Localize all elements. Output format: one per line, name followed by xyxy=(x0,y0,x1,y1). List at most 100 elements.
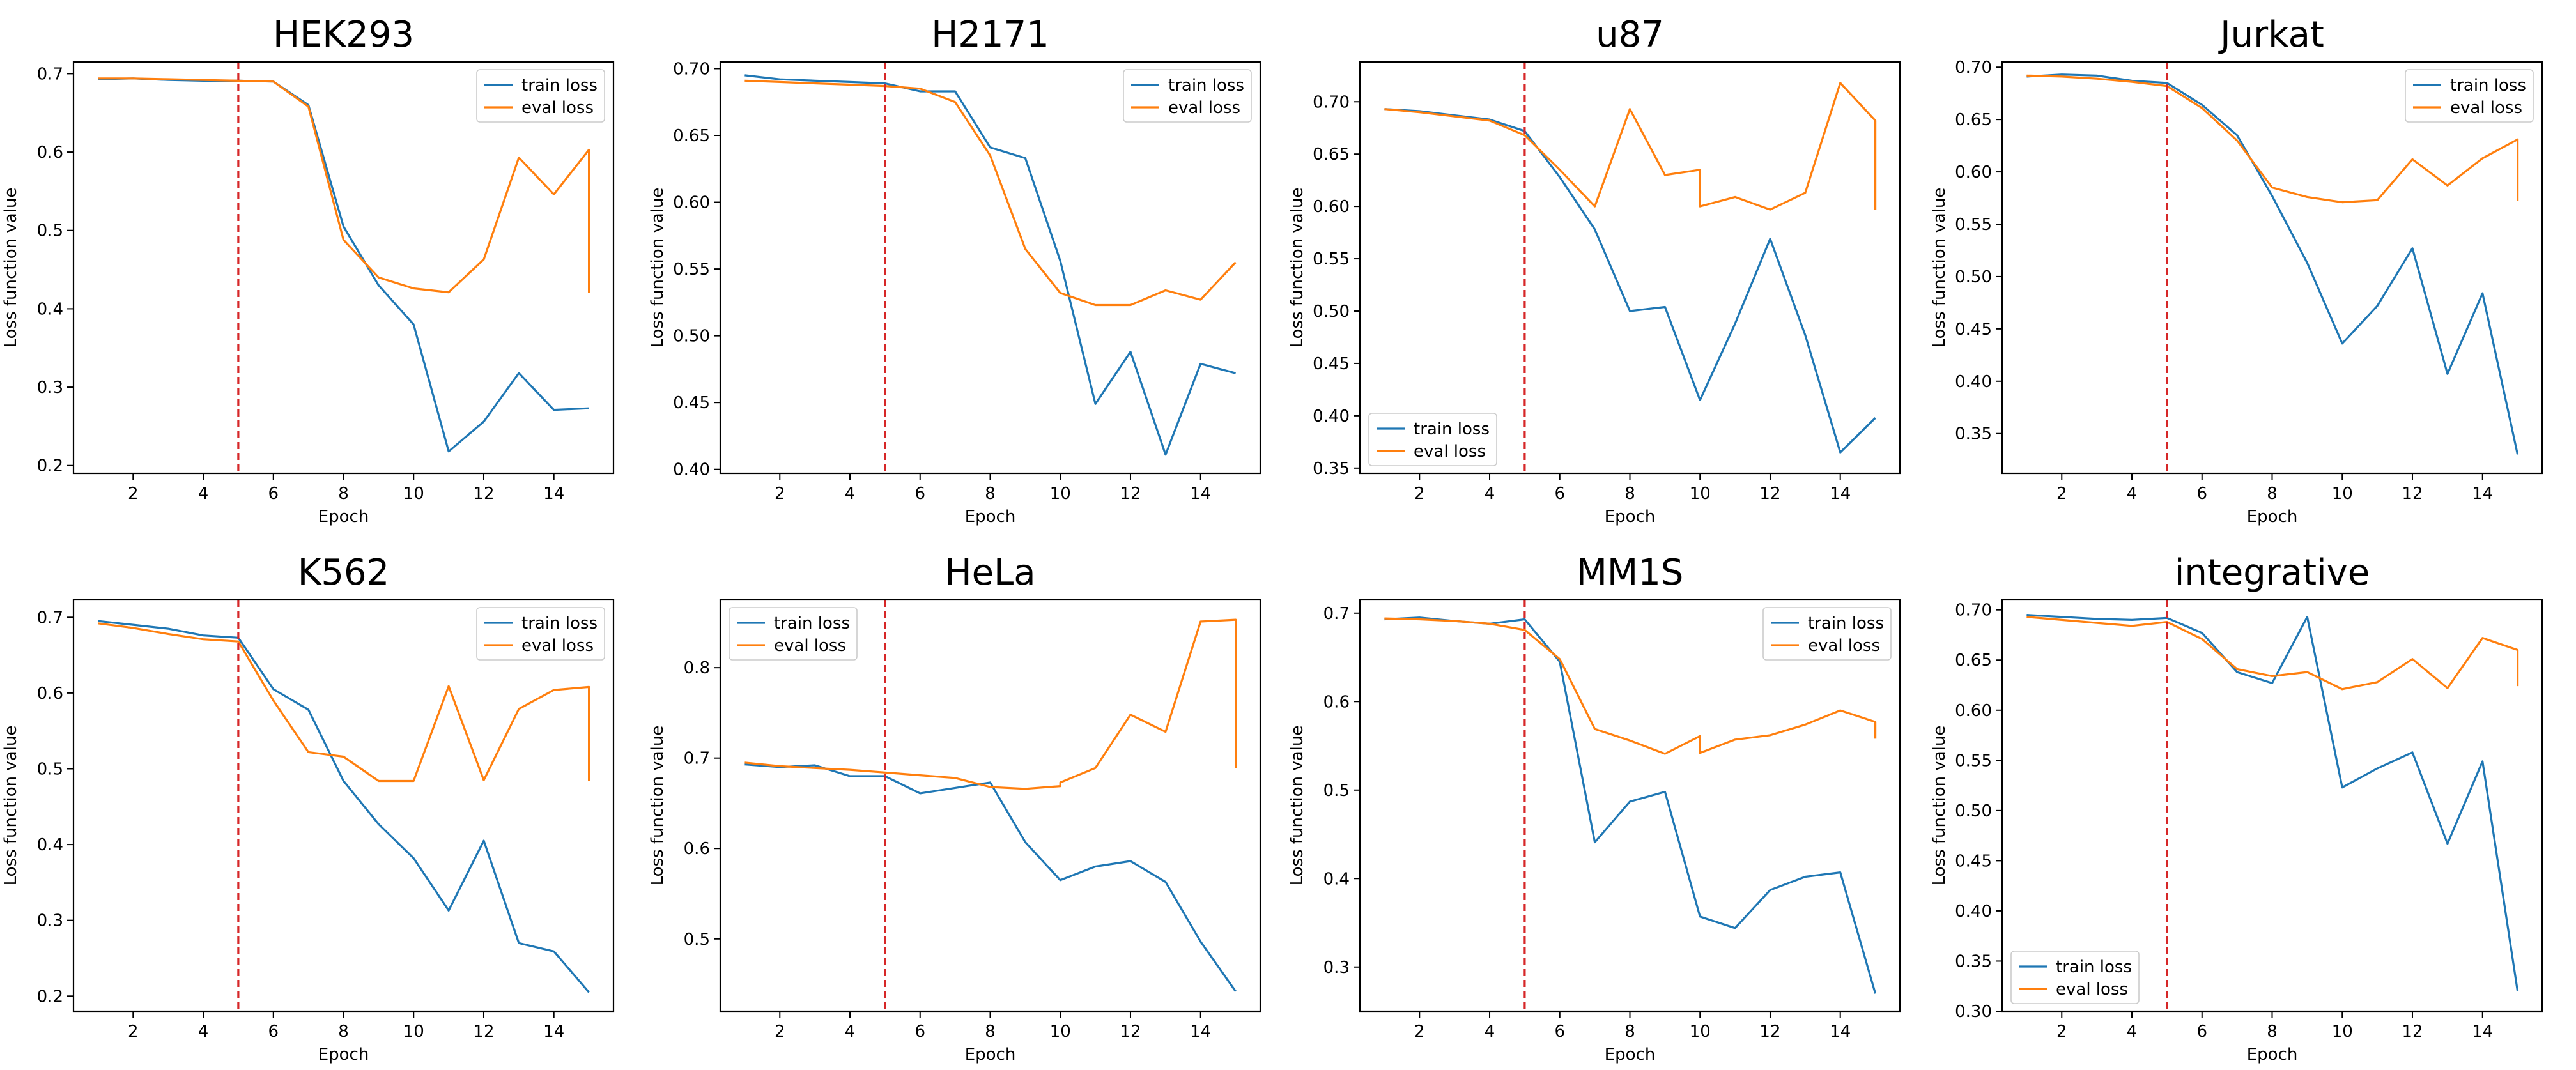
y-tick-label: 0.55 xyxy=(673,260,710,279)
train-loss-line xyxy=(1384,616,1877,994)
legend: train loss eval loss xyxy=(476,69,605,123)
train-loss-line xyxy=(744,74,1237,456)
eval-loss-line xyxy=(98,622,590,783)
x-tick-label: 4 xyxy=(198,484,209,503)
x-tick-label: 8 xyxy=(985,1022,996,1041)
x-tick-label: 14 xyxy=(1190,1022,1211,1041)
x-axis-label: Epoch xyxy=(965,507,1016,526)
x-axis-label: Epoch xyxy=(2247,507,2298,526)
y-tick-label: 0.4 xyxy=(1323,869,1350,889)
legend-train-label: train loss xyxy=(2056,958,2132,977)
x-tick-label: 6 xyxy=(2196,1022,2207,1041)
y-tick-label: 0.65 xyxy=(1313,145,1350,164)
y-tick-label: 0.3 xyxy=(1323,958,1350,977)
legend-box xyxy=(1762,607,1892,661)
x-axis-label: Epoch xyxy=(318,1045,369,1064)
y-tick-label: 0.50 xyxy=(673,327,710,346)
legend: train loss eval loss xyxy=(1368,413,1497,466)
subplot-k562: K562 2 4 6 8 10 12 14 0.2 0.3 0.4 0.5 0.6 0.7 Epoch Los… xyxy=(1,552,615,1064)
legend-train-label: train loss xyxy=(1808,614,1884,633)
x-tick-label: 14 xyxy=(1830,484,1851,503)
y-tick-label: 0.70 xyxy=(1955,601,1992,620)
y-tick-label: 0.4 xyxy=(37,300,63,319)
legend-eval-label: eval loss xyxy=(2056,980,2128,999)
y-tick-label: 0.60 xyxy=(1313,197,1350,217)
subplot-title: Jurkat xyxy=(2218,14,2324,56)
y-tick-label: 0.7 xyxy=(37,608,63,627)
y-tick-label: 0.65 xyxy=(673,126,710,146)
x-tick-label: 8 xyxy=(338,484,349,503)
eval-loss-line xyxy=(1384,82,1877,211)
legend: train loss eval loss xyxy=(729,607,858,661)
x-tick-label: 14 xyxy=(543,1022,564,1041)
y-tick-label: 0.50 xyxy=(1955,268,1992,287)
x-tick-label: 12 xyxy=(1120,1022,1141,1041)
subplot-title: HeLa xyxy=(945,552,1035,593)
x-tick-label: 2 xyxy=(2056,1022,2067,1041)
x-tick-label: 10 xyxy=(403,1022,424,1041)
eval-loss-line xyxy=(744,79,1237,307)
legend-eval-label: eval loss xyxy=(521,636,594,655)
y-tick-label: 0.55 xyxy=(1955,751,1992,770)
legend-eval-label: eval loss xyxy=(774,636,846,655)
subplot-title: HEK293 xyxy=(273,14,414,56)
eval-loss-line xyxy=(98,77,590,294)
train-loss-line xyxy=(1384,108,1876,454)
x-tick-label: 6 xyxy=(268,1022,279,1041)
y-axis-label: Loss function value xyxy=(648,726,667,886)
legend-train-label: train loss xyxy=(1414,420,1490,439)
plot-frame xyxy=(1359,599,1901,1013)
subplot-title: H2171 xyxy=(931,14,1049,56)
x-tick-label: 14 xyxy=(2472,1022,2493,1041)
legend-train-label: train loss xyxy=(521,614,598,633)
train-loss-line xyxy=(2026,614,2519,991)
legend-box xyxy=(2010,951,2140,1004)
legend-box xyxy=(476,607,605,661)
y-tick-label: 0.40 xyxy=(1313,407,1350,426)
y-tick-label: 0.5 xyxy=(37,760,63,779)
x-tick-label: 2 xyxy=(128,484,139,503)
legend: train loss eval loss xyxy=(1762,607,1892,661)
x-tick-label: 2 xyxy=(775,1022,785,1041)
y-tick-label: 0.5 xyxy=(37,222,63,241)
subplot-hela: HeLa 2 4 6 8 10 12 14 0.5 0.6 0.7 0.8 Epoch Loss func… xyxy=(648,552,1261,1064)
x-tick-label: 12 xyxy=(2402,484,2423,503)
y-tick-label: 0.45 xyxy=(673,394,710,413)
eval-loss-line xyxy=(744,618,1237,790)
x-tick-label: 6 xyxy=(1554,484,1565,503)
subplot-title: integrative xyxy=(2175,552,2370,593)
y-tick-label: 0.35 xyxy=(1955,425,1992,444)
y-tick-label: 0.4 xyxy=(37,836,63,855)
plot-frame xyxy=(719,61,1261,475)
legend-eval-label: eval loss xyxy=(2450,98,2522,118)
x-tick-label: 6 xyxy=(1554,1022,1565,1041)
legend-eval-label: eval loss xyxy=(1168,98,1240,118)
y-tick-label: 0.60 xyxy=(673,194,710,213)
y-axis-label: Loss function value xyxy=(1,188,20,348)
plot-frame xyxy=(1359,61,1901,475)
x-axis-label: Epoch xyxy=(1605,1045,1656,1064)
x-tick-label: 2 xyxy=(1414,484,1425,503)
legend-box xyxy=(1123,69,1252,123)
subplot-title: u87 xyxy=(1596,14,1664,56)
y-tick-label: 0.65 xyxy=(1955,651,1992,670)
subplot-h2171: H2171 2 4 6 8 10 12 14 0.40 0.45 0.50 0.55 0.60 0.65 0… xyxy=(648,14,1261,526)
x-tick-label: 6 xyxy=(2196,484,2207,503)
y-tick-label: 0.70 xyxy=(1955,58,1992,77)
y-tick-label: 0.35 xyxy=(1955,952,1992,971)
y-axis-label: Loss function value xyxy=(1,726,20,886)
x-axis-label: Epoch xyxy=(965,1045,1016,1064)
eval-loss-line xyxy=(2026,616,2519,691)
y-tick-label: 0.65 xyxy=(1955,111,1992,130)
legend-train-label: train loss xyxy=(774,614,850,633)
subplot-mm1s: MM1S 2 4 6 8 10 12 14 0.3 0.4 0.5 0.6 0.7 Epoch Loss f… xyxy=(1288,552,1901,1064)
y-tick-label: 0.7 xyxy=(1323,604,1350,623)
y-axis-label: Loss function value xyxy=(1288,188,1307,348)
x-tick-label: 10 xyxy=(1690,484,1711,503)
x-tick-label: 4 xyxy=(1485,1022,1495,1041)
y-tick-label: 0.50 xyxy=(1313,302,1350,321)
x-tick-label: 6 xyxy=(914,484,925,503)
y-axis-label: Loss function value xyxy=(1930,188,1949,348)
train-loss-line xyxy=(98,620,590,993)
legend: train loss eval loss xyxy=(476,607,605,661)
